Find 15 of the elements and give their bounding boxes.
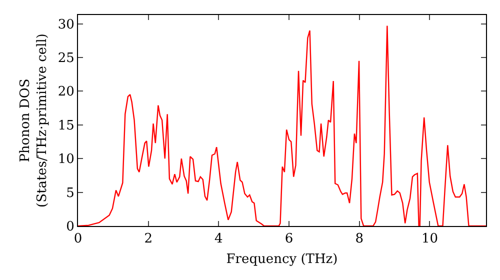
y-tick-label: 5 — [66, 186, 74, 201]
x-tick-label: 6 — [284, 232, 294, 247]
x-tick-label: 8 — [355, 232, 364, 247]
x-tick-label: 4 — [214, 232, 223, 247]
x-tick-label: 2 — [144, 232, 152, 247]
line-series — [78, 25, 486, 226]
y-tick-label: 25 — [58, 51, 74, 66]
y-axis-title: Phonon DOS (States/THz·primitive cell) — [18, 33, 50, 208]
y-tick-label: 20 — [58, 84, 74, 100]
y-tick-label: 10 — [58, 152, 74, 168]
y-tick-label: 0 — [66, 220, 74, 235]
x-axis-title: Frequency (THz) — [226, 252, 338, 268]
y-tick-label: 30 — [58, 17, 74, 32]
y-tick-label: 15 — [58, 118, 74, 134]
x-tick-label: 10 — [421, 232, 438, 247]
